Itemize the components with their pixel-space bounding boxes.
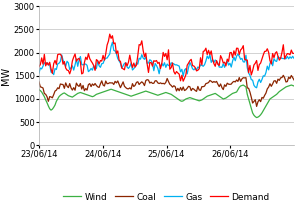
Gas <box>255 86 258 89</box>
Wind <box>140 91 144 94</box>
Wind <box>242 84 245 86</box>
Coal <box>292 79 296 81</box>
Gas <box>144 56 148 58</box>
Demand <box>200 64 204 66</box>
Demand <box>141 49 145 52</box>
Coal <box>37 81 41 83</box>
Gas <box>167 64 170 67</box>
Coal <box>255 105 258 108</box>
Gas <box>68 68 71 71</box>
Coal <box>140 81 144 83</box>
Line: Demand: Demand <box>39 34 294 81</box>
Y-axis label: MW: MW <box>1 67 11 85</box>
Gas <box>37 72 41 74</box>
Demand <box>37 65 41 68</box>
Demand <box>108 33 112 35</box>
Gas <box>141 57 145 59</box>
Demand <box>68 73 71 75</box>
Wind <box>165 92 169 94</box>
Wind <box>197 100 201 102</box>
Wind <box>292 85 296 87</box>
Demand <box>185 64 189 66</box>
Demand <box>182 80 185 82</box>
Wind <box>255 116 258 119</box>
Line: Gas: Gas <box>39 42 294 88</box>
Coal <box>143 84 146 87</box>
Coal <box>197 89 201 91</box>
Coal <box>281 74 285 77</box>
Gas <box>199 64 202 66</box>
Gas <box>292 57 296 60</box>
Line: Wind: Wind <box>39 85 294 118</box>
Demand <box>144 52 148 54</box>
Line: Coal: Coal <box>39 75 294 106</box>
Legend: Wind, Coal, Gas, Demand: Wind, Coal, Gas, Demand <box>60 189 273 202</box>
Gas <box>184 67 188 70</box>
Wind <box>183 99 186 101</box>
Coal <box>165 77 169 80</box>
Coal <box>68 82 71 85</box>
Wind <box>143 90 146 93</box>
Gas <box>111 41 114 43</box>
Demand <box>292 52 296 55</box>
Demand <box>167 49 170 51</box>
Coal <box>183 89 186 92</box>
Wind <box>37 88 41 91</box>
Wind <box>68 95 71 97</box>
